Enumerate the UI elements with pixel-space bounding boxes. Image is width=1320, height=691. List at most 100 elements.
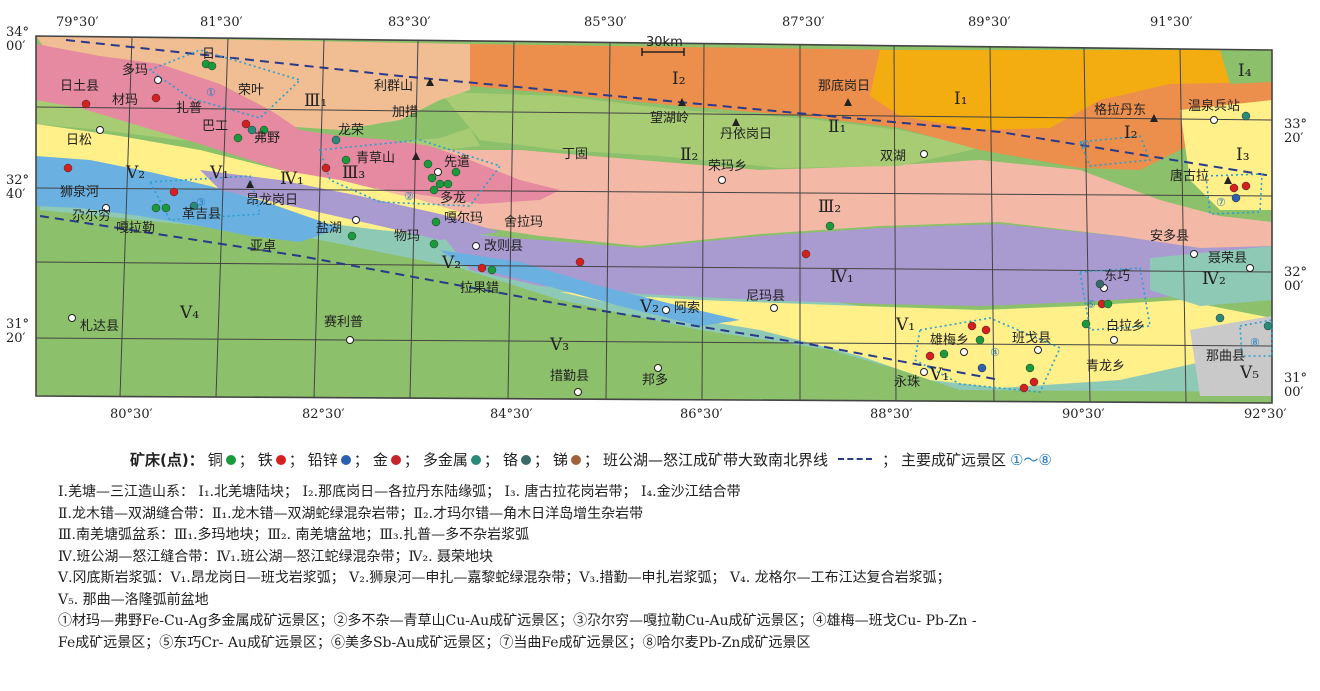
- ore-copper: [443, 179, 453, 189]
- unit-iv1-area: [440, 224, 1272, 306]
- lat-label-right: 20′: [1284, 131, 1304, 146]
- geologic-map: 30km 79°30′ 81°30′ 83°30′ 85°30′ 87°30′ …: [6, 15, 1307, 420]
- ore-copper: [429, 239, 439, 249]
- legend-leadzinc: 铅锌；: [307, 450, 369, 469]
- unit-label-iii3: Ⅲ₃: [342, 163, 365, 183]
- town-marker: [1034, 346, 1042, 354]
- place-label: 加措: [392, 105, 418, 120]
- place-label: 格拉丹东: [1094, 102, 1146, 118]
- legend-copper: 铜；: [207, 450, 254, 469]
- ore-copper: [451, 167, 461, 177]
- ore-iron: [477, 263, 487, 273]
- peak-icon: [246, 180, 254, 188]
- ore-iron: [241, 119, 251, 129]
- ore-copper: [1081, 319, 1091, 329]
- unit-label-v2: Ⅴ₂: [441, 253, 461, 273]
- ore-iron: [801, 249, 811, 259]
- ore-copper: [233, 133, 243, 143]
- town-marker: [662, 306, 670, 314]
- ore-polymetal: [1263, 321, 1273, 331]
- unit-label-iv1: Ⅳ₁: [280, 169, 304, 189]
- ore-iron: [967, 321, 977, 331]
- unit-ii2-area: [440, 92, 980, 168]
- note-line: ①材玛—弗野Fe-Cu-Ag多金属成矿远景区；②多不杂—青草山Cu-Au成矿远景…: [58, 613, 977, 629]
- note-line: Fe成矿远景区；⑤东巧Cr- Au成矿远景区；⑥美多Sb-Au成矿远景区；⑦当曲…: [58, 634, 811, 651]
- unit-label-i2: Ⅰ₂: [1124, 123, 1138, 143]
- place-label: 弗野: [254, 131, 280, 146]
- place-label: 材玛: [112, 93, 138, 108]
- lon-label-bottom: 84°30′: [490, 407, 533, 420]
- unit-iii1-area: [36, 36, 470, 130]
- prospect-number: ②: [404, 190, 414, 203]
- ore-copper: [1025, 363, 1035, 373]
- town-marker: [1246, 264, 1254, 272]
- copper-dot-icon: [225, 455, 236, 465]
- place-label: 温泉兵站: [1188, 98, 1240, 114]
- ore-iron: [169, 187, 179, 197]
- ore-polymetal: [247, 125, 257, 135]
- lat-label-left: 40′: [6, 187, 26, 202]
- place-label: 荣玛乡: [708, 159, 747, 174]
- town-marker: [1110, 336, 1118, 344]
- town-marker: [154, 76, 162, 84]
- place-label: 多玛: [122, 62, 148, 78]
- town-marker: [920, 368, 928, 376]
- unit-label-i3: Ⅰ₃: [1236, 145, 1250, 165]
- place-label: 尼玛县: [746, 289, 785, 304]
- prospect-number: ①: [206, 86, 216, 99]
- place-label: 札达县: [80, 319, 119, 334]
- town-marker: [654, 364, 662, 372]
- unit-iii2-area: [360, 150, 1272, 248]
- ore-copper: [487, 265, 497, 275]
- prospect-number: ③: [196, 196, 206, 209]
- unit-label-iv1: Ⅳ₁: [830, 267, 854, 287]
- peak-icon: [1150, 114, 1158, 122]
- town-marker: [574, 388, 582, 396]
- place-label: 尕尔穷: [72, 208, 111, 224]
- place-label: 嘎尔玛: [444, 211, 483, 226]
- place-label: 青龙乡: [1086, 359, 1125, 374]
- lon-label-top: 85°30′: [584, 15, 627, 30]
- ore-iron: [981, 325, 991, 335]
- town-marker: [1190, 250, 1198, 258]
- ore-iron: [1019, 383, 1029, 393]
- lon-label-top: 83°30′: [388, 15, 431, 30]
- prospect-area-6: [1078, 135, 1152, 167]
- place-label: 双湖: [880, 149, 906, 164]
- ore-iron: [575, 257, 585, 267]
- town-marker: [102, 204, 110, 212]
- lon-label-bottom: 90°30′: [1062, 407, 1105, 420]
- unit-i1-area: [870, 50, 1272, 130]
- unit-label-v2: Ⅴ₂: [125, 163, 145, 183]
- unit-label-iv2: Ⅳ₂: [1202, 269, 1226, 289]
- place-label: 荣叶: [238, 83, 264, 98]
- lat-label-left: 20′: [6, 331, 26, 346]
- ore-iron: [1229, 183, 1239, 193]
- ore-iron: [321, 163, 331, 173]
- note-line: Ⅴ.冈底斯岩浆弧：Ⅴ₁.昂龙岗日—班戈岩浆弧； Ⅴ₂.狮泉河—申扎—嘉黎蛇绿混杂…: [58, 570, 951, 586]
- lat-label-right: 00′: [1284, 385, 1304, 400]
- lat-label-right: 32°: [1284, 265, 1307, 280]
- ore-iron: [925, 351, 935, 361]
- ore-iron: [1029, 377, 1039, 387]
- ore-copper: [435, 179, 445, 189]
- place-label: 聂荣县: [1208, 251, 1247, 266]
- unit-i4-area: [1220, 50, 1272, 84]
- ore-leadzinc: [1231, 193, 1241, 203]
- town-marker: [920, 150, 928, 158]
- prospect-area-2: [318, 139, 502, 207]
- place-label: 扎普: [176, 101, 202, 116]
- metallogenic-boundary-line-south: [39, 215, 1001, 381]
- place-label: 赛利普: [324, 314, 363, 330]
- peak-icon: [678, 98, 686, 106]
- place-label: 那曲县: [1206, 349, 1245, 364]
- scale-bar-label: 30km: [646, 35, 683, 50]
- place-label: 那底岗日: [818, 78, 870, 94]
- unit-v2-area: [36, 156, 340, 242]
- place-label: 阿索: [674, 301, 700, 316]
- lon-label-top: 87°30′: [782, 15, 825, 30]
- ore-copper: [1103, 299, 1113, 309]
- prospect-area-8: [1239, 319, 1273, 357]
- place-label: 物玛: [394, 229, 420, 244]
- unit-v1-area: [560, 292, 1272, 388]
